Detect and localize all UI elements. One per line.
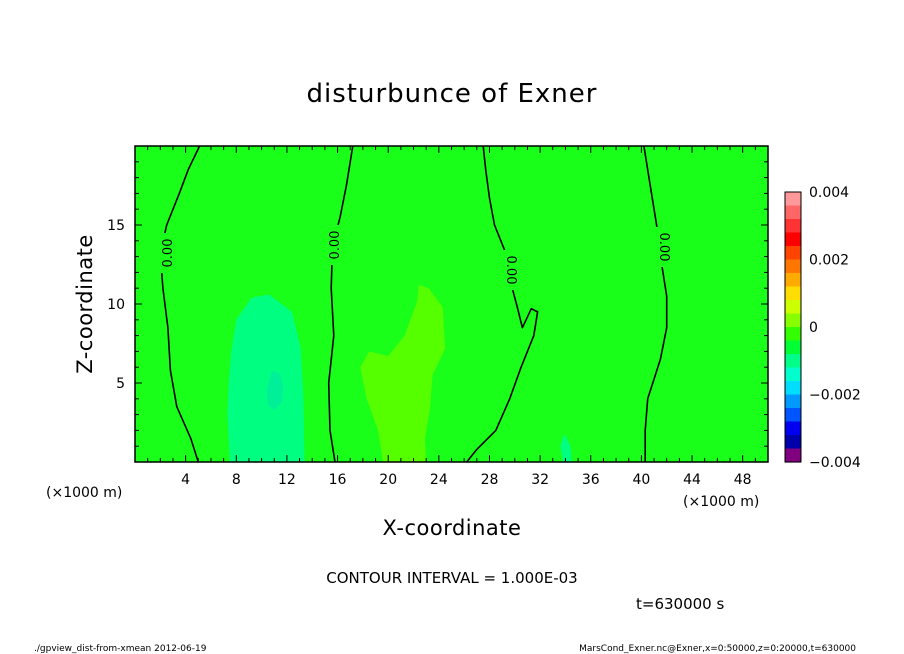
colorbar-swatch: [785, 367, 801, 382]
contour-label-3: 0.00: [503, 250, 521, 290]
filled-region-2: [266, 370, 284, 410]
svg-text:0.00: 0.00: [161, 239, 176, 268]
contour-interval-note: CONTOUR INTERVAL = 1.000E-03: [326, 569, 577, 587]
colorbar-swatch: [785, 286, 801, 301]
colorbar-swatch: [785, 205, 801, 220]
colorbar: [784, 191, 802, 463]
x-tick-label: 40: [632, 472, 650, 488]
colorbar-swatch: [785, 340, 801, 355]
colorbar-swatch: [785, 381, 801, 396]
colorbar-swatch: [785, 448, 801, 463]
contour-line-4: [643, 145, 668, 462]
y-axis-label: Z-coordinate: [73, 234, 97, 374]
filled-region-3: [360, 285, 446, 462]
colorbar-swatch: [785, 313, 801, 328]
contour-label-4: 0.00: [656, 227, 674, 267]
x-tick-label: 8: [232, 472, 241, 488]
x-tick-label: 28: [481, 472, 499, 488]
colorbar-swatch: [785, 435, 801, 450]
colorbar-swatch: [785, 327, 801, 342]
colorbar-swatch: [785, 354, 801, 369]
colorbar-swatch: [785, 394, 801, 409]
y-tick-label: 5: [116, 376, 125, 392]
chart-title: disturbunce of Exner: [307, 79, 598, 109]
x-tick-label: 36: [582, 472, 600, 488]
colorbar-swatch: [785, 232, 801, 247]
colorbar-swatch: [785, 421, 801, 436]
colorbar-swatch: [785, 300, 801, 315]
contour-line-2: [327, 145, 354, 463]
contour-label-2: 0.00: [325, 225, 343, 265]
filled-region-4: [560, 433, 572, 462]
x-tick-label: 4: [181, 472, 190, 488]
colorbar-swatch: [785, 259, 801, 274]
colorbar-swatch: [785, 192, 801, 207]
x-tick-label: 48: [734, 472, 752, 488]
x-tick-label: 16: [329, 472, 347, 488]
contour-line-3: [466, 145, 539, 463]
x-tick-label: 44: [683, 472, 701, 488]
svg-text:0.00: 0.00: [656, 233, 671, 262]
colorbar-tick-label: −0.002: [809, 388, 861, 404]
y-tick-label: 10: [107, 297, 125, 313]
y-unit-label: (×1000 m): [46, 485, 122, 501]
colorbar-frame: [784, 191, 802, 463]
svg-text:0.00: 0.00: [503, 256, 518, 285]
x-axis-label: X-coordinate: [383, 516, 522, 540]
filled-region-1: [227, 294, 305, 462]
colorbar-swatch: [785, 219, 801, 234]
colorbar-swatch: [785, 273, 801, 288]
colorbar-tick-label: 0.004: [809, 185, 849, 201]
colorbar-tick-label: −0.004: [809, 455, 861, 471]
colorbar-tick-label: 0: [809, 320, 818, 336]
y-tick-label: 15: [107, 218, 125, 234]
time-label: t=630000 s: [636, 595, 724, 613]
x-tick-label: 12: [278, 472, 296, 488]
colorbar-swatch: [785, 408, 801, 423]
svg-text:0.00: 0.00: [328, 231, 343, 260]
source-info: MarsCond_Exner.nc@Exner,x=0:50000,z=0:20…: [579, 644, 856, 654]
x-tick-label: 32: [531, 472, 549, 488]
script-name: ./gpview_dist-from-xmean 2012-06-19: [34, 644, 207, 654]
contour-label-1: 0.00: [158, 233, 176, 273]
x-unit-label: (×1000 m): [683, 494, 759, 510]
x-tick-label: 20: [379, 472, 397, 488]
colorbar-tick-label: 0.002: [809, 253, 849, 269]
contour-line-1: [159, 145, 201, 463]
colorbar-swatch: [785, 246, 801, 261]
x-tick-label: 24: [430, 472, 448, 488]
